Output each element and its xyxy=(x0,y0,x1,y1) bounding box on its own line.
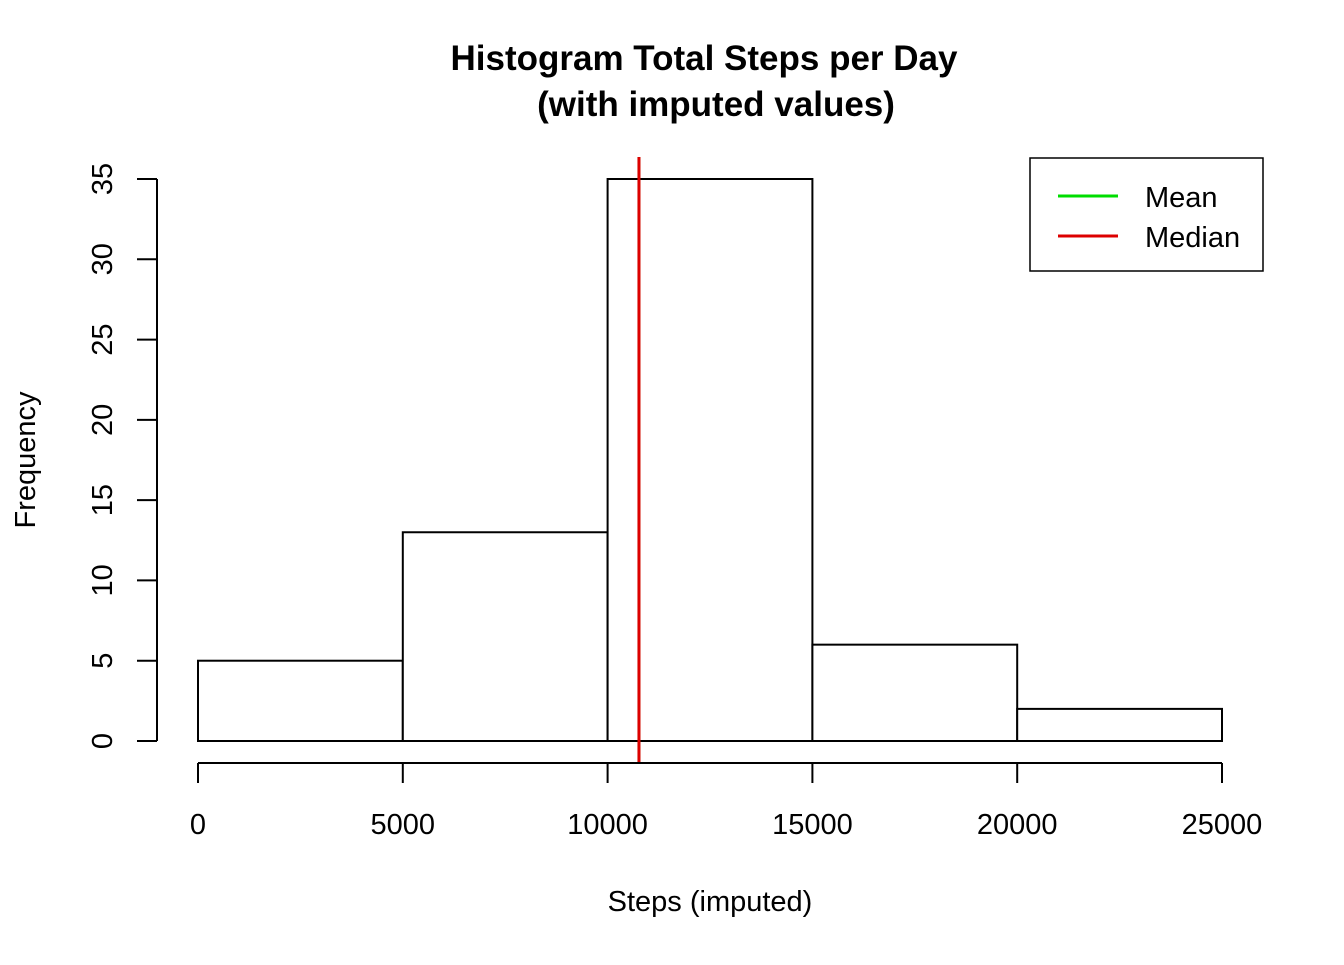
x-tick-label: 10000 xyxy=(567,809,648,841)
x-tick-label: 5000 xyxy=(371,809,436,841)
y-tick-label: 5 xyxy=(87,653,119,669)
legend: Mean Median xyxy=(1029,157,1264,272)
y-tick-label: 35 xyxy=(87,163,119,195)
x-tick-label: 25000 xyxy=(1182,809,1263,841)
legend-box xyxy=(1029,157,1264,272)
histogram-bar xyxy=(1016,707,1224,743)
histogram-bar xyxy=(811,643,1019,743)
y-axis-label: Frequency xyxy=(10,391,42,529)
histogram-bar xyxy=(401,531,609,742)
x-axis-label: Steps (imputed) xyxy=(608,886,813,918)
y-tick-label: 15 xyxy=(87,484,119,516)
y-tick-label: 20 xyxy=(87,404,119,436)
y-axis: 0 5 10 15 20 25 30 35 xyxy=(87,163,158,749)
y-tick-label: 10 xyxy=(87,564,119,596)
legend-mean-label: Mean xyxy=(1145,182,1218,214)
x-tick-label: 15000 xyxy=(772,809,853,841)
y-tick-label: 30 xyxy=(87,243,119,275)
y-tick-label: 0 xyxy=(87,733,119,749)
chart-title: Histogram Total Steps per Day xyxy=(451,39,959,78)
histogram-bar xyxy=(197,659,404,743)
x-tick-label: 0 xyxy=(190,809,206,841)
x-tick-label: 20000 xyxy=(977,809,1058,841)
legend-median-label: Median xyxy=(1145,222,1240,254)
histogram-bar xyxy=(606,178,814,742)
bars-layer xyxy=(197,178,1224,743)
x-axis: 0 5000 10000 15000 20000 25000 xyxy=(190,762,1263,841)
chart-subtitle: (with imputed values) xyxy=(537,85,895,124)
y-tick-label: 25 xyxy=(87,323,119,355)
